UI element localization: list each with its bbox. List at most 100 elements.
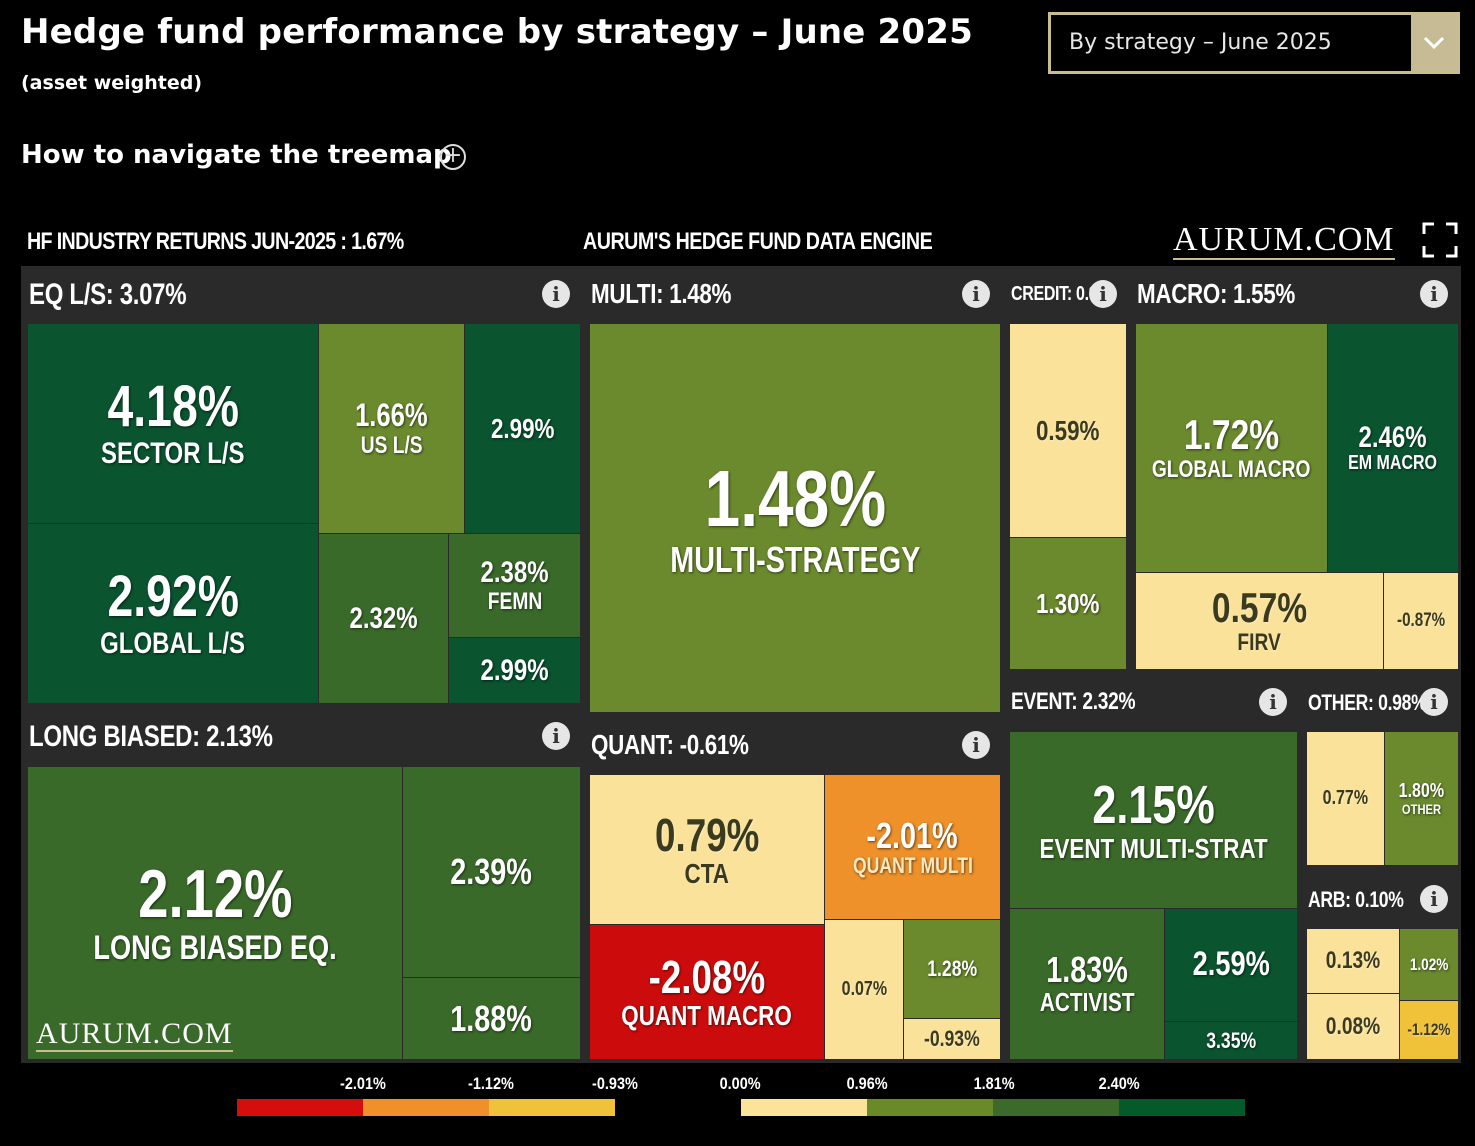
tile-credit-b[interactable]: 1.30% xyxy=(1009,537,1127,670)
group-macro-header: MACRO: 1.55% xyxy=(1137,278,1295,309)
tile-arb-b[interactable]: 1.02% xyxy=(1399,928,1459,1001)
howto-toggle[interactable]: How to navigate the treemap xyxy=(21,140,452,170)
group-eqls-header: EQ L/S: 3.07% xyxy=(29,278,187,311)
legend-tick: 0.00% xyxy=(719,1074,761,1093)
tile-label: ACTIVIST xyxy=(1039,987,1135,1018)
tile-label: FIRV xyxy=(1237,629,1282,657)
tile-value: -1.12% xyxy=(1407,1020,1451,1040)
tile-value: 2.99% xyxy=(480,653,549,687)
tile-event-multi[interactable]: 2.15% EVENT MULTI-STRAT xyxy=(1009,731,1298,909)
tile-label: FEMN xyxy=(487,587,542,615)
tile-label: SECTOR L/S xyxy=(101,437,245,471)
tile-quant-a[interactable]: 0.07% xyxy=(824,919,904,1060)
legend-tick: 0.96% xyxy=(846,1074,888,1093)
tile-eq-a[interactable]: 2.99% xyxy=(464,323,581,534)
tile-value: 2.99% xyxy=(490,412,555,444)
tile-value: 1.30% xyxy=(1036,587,1100,619)
tile-label: GLOBAL MACRO xyxy=(1152,456,1311,484)
legend-tick: -0.93% xyxy=(592,1074,638,1093)
plus-circle-icon[interactable]: + xyxy=(440,144,466,170)
tile-arb-a[interactable]: 0.13% xyxy=(1306,928,1400,994)
tile-macro-a[interactable]: -0.87% xyxy=(1383,572,1459,670)
info-icon[interactable]: i xyxy=(1420,688,1448,716)
legend-swatch xyxy=(489,1099,615,1116)
industry-returns: HF INDUSTRY RETURNS JUN-2025 : 1.67% xyxy=(27,228,404,255)
tile-global-macro[interactable]: 1.72% GLOBAL MACRO xyxy=(1135,323,1328,573)
tile-value: 2.92% xyxy=(107,564,239,630)
tile-label: GLOBAL L/S xyxy=(100,627,246,661)
page-subtitle: (asset weighted) xyxy=(21,72,203,94)
tile-other-b[interactable]: 1.80% OTHER xyxy=(1384,731,1459,866)
tile-global-ls[interactable]: 2.92% GLOBAL L/S xyxy=(27,523,319,704)
tile-value: 1.02% xyxy=(1409,954,1449,974)
tile-value: 3.35% xyxy=(1206,1027,1256,1053)
tile-label: QUANT MULTI xyxy=(852,853,973,879)
tile-value: 1.88% xyxy=(450,997,533,1039)
tile-other-a[interactable]: 0.77% xyxy=(1306,731,1385,866)
tile-long-biased-eq[interactable]: 2.12% LONG BIASED EQ. xyxy=(27,766,403,1060)
info-icon[interactable]: i xyxy=(962,731,990,759)
tile-arb-c[interactable]: 0.08% xyxy=(1306,993,1400,1060)
tile-value: 2.46% xyxy=(1358,420,1428,454)
tile-cta[interactable]: 0.79% CTA xyxy=(589,774,825,925)
legend-tick: -1.12% xyxy=(468,1074,514,1093)
tile-eq-c[interactable]: 2.99% xyxy=(448,637,581,704)
tile-event-a[interactable]: 2.59% xyxy=(1164,908,1298,1022)
tile-value: 2.15% xyxy=(1092,774,1215,835)
tile-credit-a[interactable]: 0.59% xyxy=(1009,323,1127,538)
engine-label: AURUM'S HEDGE FUND DATA ENGINE xyxy=(583,228,933,255)
tile-value: 1.80% xyxy=(1398,779,1445,802)
fullscreen-icon[interactable] xyxy=(1422,222,1458,258)
tile-value: 0.77% xyxy=(1322,787,1369,809)
tile-sector-ls[interactable]: 4.18% SECTOR L/S xyxy=(27,323,319,524)
info-icon[interactable]: i xyxy=(962,280,990,308)
tile-value: 1.72% xyxy=(1183,411,1280,459)
tile-value: -0.87% xyxy=(1396,610,1446,632)
tile-quant-c[interactable]: -0.93% xyxy=(903,1018,1001,1060)
tile-value: -2.01% xyxy=(866,814,959,856)
view-select[interactable]: By strategy – June 2025 xyxy=(1048,12,1460,74)
group-longb-header: LONG BIASED: 2.13% xyxy=(29,720,273,753)
tile-label: OTHER xyxy=(1401,800,1442,817)
tile-event-b[interactable]: 3.35% xyxy=(1164,1021,1298,1060)
tile-em-macro[interactable]: 2.46% EM MACRO xyxy=(1327,323,1459,573)
info-icon[interactable]: i xyxy=(1420,885,1448,913)
tile-multi-strategy[interactable]: 1.48% MULTI-STRATEGY xyxy=(589,323,1001,713)
legend-tick: -2.01% xyxy=(340,1074,386,1093)
tile-femn[interactable]: 2.38% FEMN xyxy=(448,533,581,638)
tile-value: 0.07% xyxy=(841,978,887,1000)
info-icon[interactable]: i xyxy=(542,280,570,308)
tile-quant-b[interactable]: 1.28% xyxy=(903,919,1001,1019)
group-quant-header: QUANT: -0.61% xyxy=(591,729,749,760)
page-title: Hedge fund performance by strategy – Jun… xyxy=(21,12,973,52)
legend-tick: 1.81% xyxy=(973,1074,1015,1093)
tile-quant-macro[interactable]: -2.08% QUANT MACRO xyxy=(589,924,825,1060)
chevron-down-icon[interactable] xyxy=(1411,15,1457,71)
tile-label: LONG BIASED EQ. xyxy=(93,928,337,967)
aurum-logo[interactable]: AURUM.COM xyxy=(1173,221,1395,260)
tile-value: 0.13% xyxy=(1325,947,1381,975)
tile-us-ls[interactable]: 1.66% US L/S xyxy=(318,323,465,534)
legend-tick: 2.40% xyxy=(1098,1074,1140,1093)
tile-lb-b[interactable]: 1.88% xyxy=(402,977,581,1060)
tile-activist[interactable]: 1.83% ACTIVIST xyxy=(1009,908,1165,1060)
group-event-header: EVENT: 2.32% xyxy=(1011,688,1136,715)
tile-quant-multi[interactable]: -2.01% QUANT MULTI xyxy=(824,774,1001,920)
tile-value: 0.59% xyxy=(1036,414,1100,446)
tile-value: 1.66% xyxy=(355,397,428,434)
legend-swatch xyxy=(993,1099,1119,1116)
tile-lb-a[interactable]: 2.39% xyxy=(402,766,581,978)
info-icon[interactable]: i xyxy=(542,722,570,750)
tile-value: 0.57% xyxy=(1211,584,1308,632)
tile-value: 2.59% xyxy=(1192,945,1270,984)
group-arb-header: ARB: 0.10% xyxy=(1308,887,1404,912)
tile-value: 2.38% xyxy=(480,556,549,590)
tile-arb-d[interactable]: -1.12% xyxy=(1399,1000,1459,1060)
info-icon[interactable]: i xyxy=(1420,280,1448,308)
info-icon[interactable]: i xyxy=(1089,280,1117,308)
tile-eq-b[interactable]: 2.32% xyxy=(318,533,449,704)
legend-swatch xyxy=(363,1099,489,1116)
tile-firv[interactable]: 0.57% FIRV xyxy=(1135,572,1384,670)
tile-value: 2.12% xyxy=(137,856,293,933)
info-icon[interactable]: i xyxy=(1259,688,1287,716)
